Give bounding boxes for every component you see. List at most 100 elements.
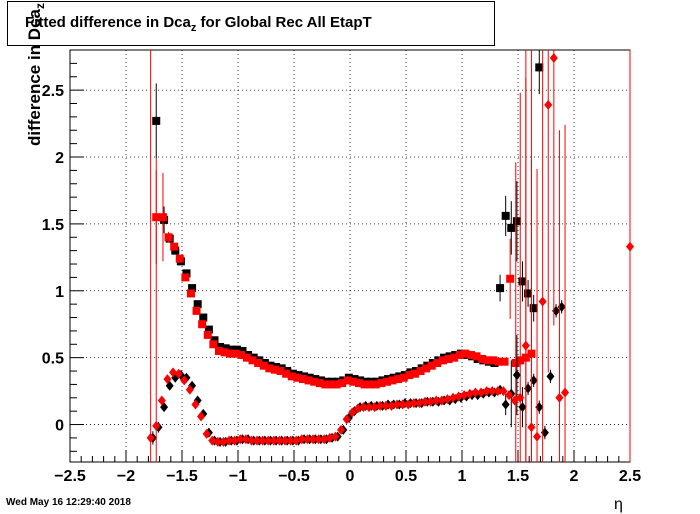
- data-point: [338, 379, 347, 388]
- data-point: [511, 359, 520, 368]
- data-point: [230, 435, 239, 446]
- data-point: [521, 340, 530, 351]
- data-point: [472, 352, 481, 361]
- x-tick-label: −2: [117, 468, 135, 485]
- data-point: [405, 371, 414, 380]
- data-point: [226, 349, 235, 358]
- data-point: [404, 399, 413, 410]
- data-point: [415, 398, 424, 409]
- data-point: [549, 53, 558, 64]
- data-point: [376, 400, 385, 411]
- data-point: [512, 370, 521, 381]
- y-tick-label: 2.5: [42, 83, 64, 100]
- data-point: [527, 422, 536, 433]
- data-point: [465, 388, 474, 399]
- data-point: [399, 373, 408, 382]
- data-point: [426, 396, 435, 407]
- data-point: [516, 392, 525, 403]
- data-point: [188, 284, 197, 293]
- data-point: [199, 313, 208, 322]
- data-point: [204, 325, 213, 334]
- plot-frame: [69, 49, 631, 463]
- data-point: [293, 373, 302, 382]
- data-point: [320, 434, 329, 445]
- data-point: [170, 242, 179, 251]
- data-point: [236, 434, 245, 445]
- x-tick-label: −1: [229, 468, 247, 485]
- data-point: [304, 376, 313, 385]
- data-point: [219, 436, 228, 447]
- data-point: [349, 377, 358, 386]
- data-point: [529, 304, 538, 313]
- data-point: [518, 277, 527, 286]
- data-point: [524, 289, 533, 298]
- data-point: [427, 361, 436, 370]
- data-point: [310, 377, 319, 386]
- x-tick-label: 2: [570, 468, 579, 485]
- data-point: [186, 289, 195, 298]
- data-point: [546, 371, 555, 382]
- data-point: [286, 435, 295, 446]
- data-point: [163, 374, 172, 385]
- data-point: [388, 376, 397, 385]
- data-point: [443, 394, 452, 405]
- data-point: [494, 357, 503, 366]
- data-point: [493, 386, 502, 397]
- data-point: [193, 300, 202, 309]
- data-point: [270, 365, 279, 374]
- data-point: [171, 246, 180, 255]
- data-point: [478, 355, 487, 363]
- data-point: [544, 99, 553, 110]
- data-point: [416, 367, 425, 376]
- data-point: [331, 431, 340, 442]
- y-axis-label: difference in Dcaz: [25, 3, 47, 146]
- x-tick-label: −0.5: [278, 468, 310, 485]
- series-group-4: [146, 50, 634, 462]
- data-point: [353, 403, 362, 414]
- data-point: [258, 435, 267, 446]
- data-point: [555, 392, 564, 403]
- data-point: [512, 217, 521, 226]
- data-point: [198, 320, 207, 329]
- data-point: [409, 398, 418, 409]
- data-point: [253, 435, 262, 446]
- data-point: [164, 233, 173, 242]
- data-point: [496, 284, 505, 293]
- data-point: [460, 390, 469, 401]
- data-point: [422, 364, 431, 373]
- y-tick-label: 0: [55, 418, 64, 435]
- data-point: [501, 211, 510, 220]
- data-point: [507, 223, 516, 232]
- data-point: [561, 387, 570, 398]
- data-point: [321, 380, 330, 389]
- series-group-1: [152, 170, 509, 389]
- data-point: [382, 377, 391, 386]
- x-tick-label: 1: [458, 468, 467, 485]
- data-point: [325, 432, 334, 443]
- data-point: [248, 356, 257, 365]
- data-point: [477, 387, 486, 398]
- data-point: [538, 296, 547, 307]
- data-point: [241, 434, 250, 445]
- data-point: [626, 241, 634, 252]
- data-point: [437, 395, 446, 406]
- data-point: [535, 63, 544, 72]
- data-point: [315, 379, 324, 388]
- data-point: [449, 392, 458, 403]
- data-point: [394, 375, 403, 384]
- data-point: [359, 402, 368, 413]
- data-point: [203, 330, 212, 339]
- data-point: [461, 349, 470, 358]
- data-point: [298, 375, 307, 384]
- data-point: [180, 375, 189, 386]
- data-point: [483, 356, 492, 365]
- y-tick-label: 1.5: [42, 217, 64, 234]
- data-point: [152, 420, 161, 431]
- data-point: [387, 400, 396, 411]
- data-point: [202, 428, 211, 439]
- x-tick-label: −2.5: [54, 468, 86, 485]
- data-point: [516, 356, 525, 365]
- data-point: [342, 414, 351, 425]
- data-point: [371, 380, 380, 389]
